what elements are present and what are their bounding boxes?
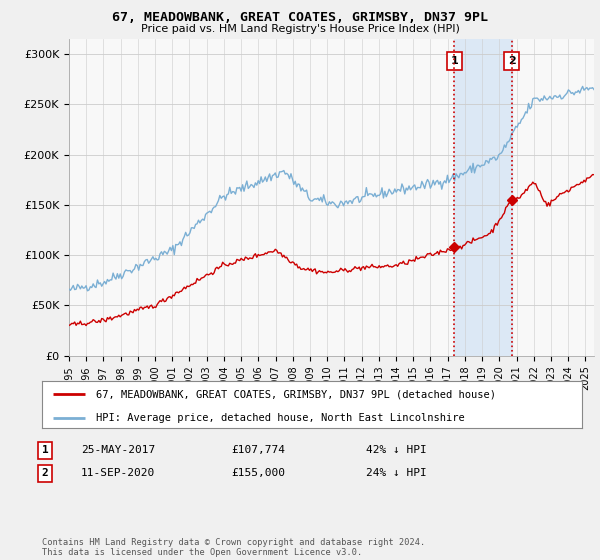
Text: 2: 2 <box>508 57 515 66</box>
Text: 1: 1 <box>41 445 49 455</box>
Text: 2: 2 <box>41 468 49 478</box>
Text: HPI: Average price, detached house, North East Lincolnshire: HPI: Average price, detached house, Nort… <box>96 413 465 423</box>
Text: 67, MEADOWBANK, GREAT COATES, GRIMSBY, DN37 9PL: 67, MEADOWBANK, GREAT COATES, GRIMSBY, D… <box>112 11 488 24</box>
Text: Contains HM Land Registry data © Crown copyright and database right 2024.
This d: Contains HM Land Registry data © Crown c… <box>42 538 425 557</box>
Bar <box>454 39 512 356</box>
Text: 42% ↓ HPI: 42% ↓ HPI <box>366 445 427 455</box>
Text: Price paid vs. HM Land Registry's House Price Index (HPI): Price paid vs. HM Land Registry's House … <box>140 24 460 34</box>
Text: £107,774: £107,774 <box>231 445 285 455</box>
Text: 1: 1 <box>451 57 458 66</box>
Text: £155,000: £155,000 <box>231 468 285 478</box>
Text: 24% ↓ HPI: 24% ↓ HPI <box>366 468 427 478</box>
Text: 67, MEADOWBANK, GREAT COATES, GRIMSBY, DN37 9PL (detached house): 67, MEADOWBANK, GREAT COATES, GRIMSBY, D… <box>96 389 496 399</box>
Text: 25-MAY-2017: 25-MAY-2017 <box>81 445 155 455</box>
Text: 11-SEP-2020: 11-SEP-2020 <box>81 468 155 478</box>
